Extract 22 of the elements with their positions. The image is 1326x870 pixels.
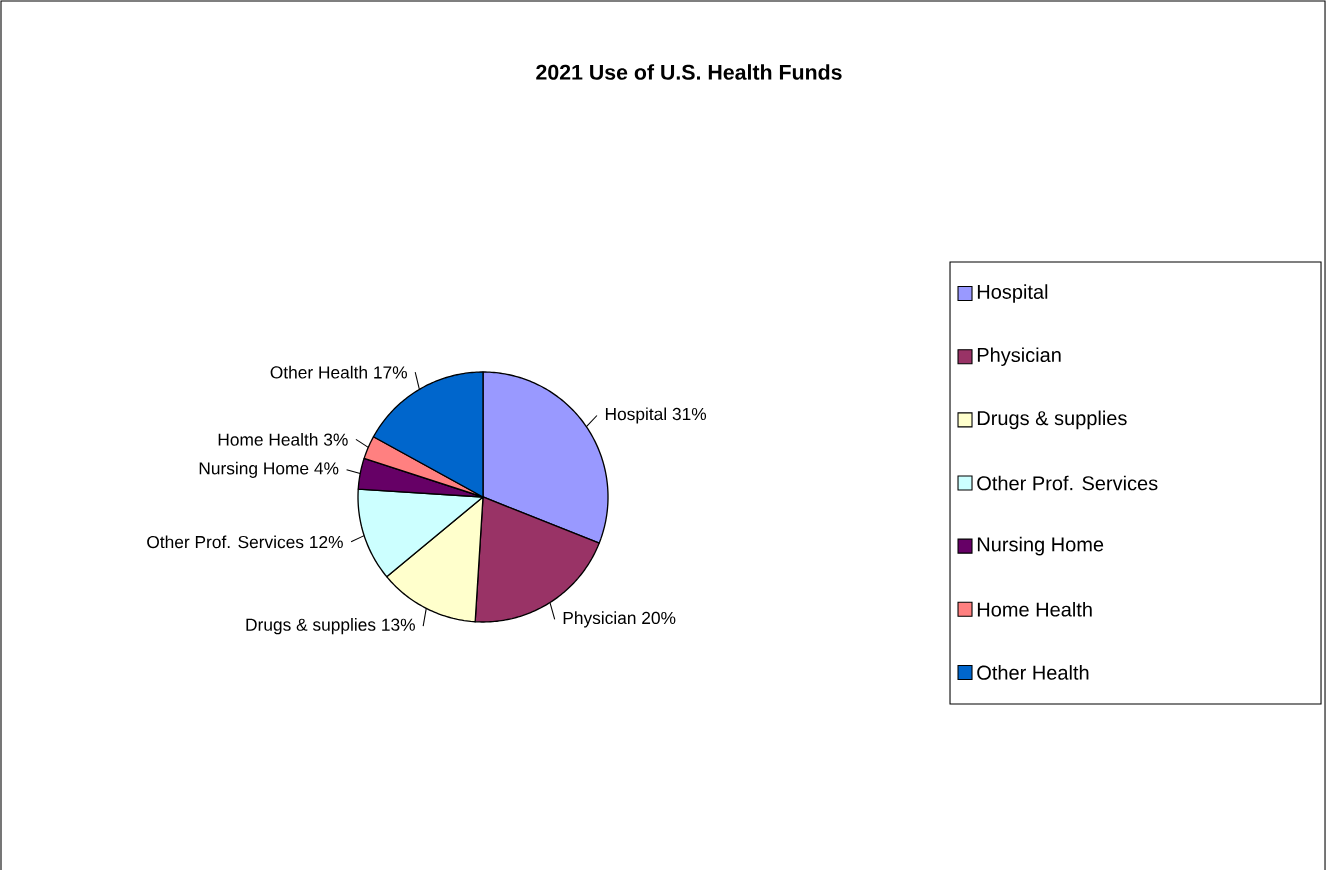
legend-label: Physician [977,347,1061,367]
slice-label: Physician [563,611,636,628]
data-label: 17% [374,366,407,379]
data-label: 13% [382,618,415,631]
slice-label: Home Health [218,433,318,446]
legend-label: Nursing Home [977,536,1104,556]
legend-label: Home Health [977,601,1092,617]
data-label: 12% [310,535,343,549]
data-label: 4% [314,462,339,475]
slice-label: Other Health [270,365,367,379]
data-label: 31% [672,407,707,421]
legend-label: Drugs & supplies [977,410,1127,430]
legend-label: Hospital [977,284,1048,303]
data-label: 3% [323,433,348,446]
data-label: 20% [642,611,676,625]
legend-label: Other Health [977,665,1089,680]
slice-label: Other Prof. Services [147,535,304,549]
slice-label: Hospital [605,407,666,424]
slice-label: Drugs & supplies [246,618,376,635]
slice-label: Nursing Home [199,461,309,478]
legend-label: Other Prof. Services [977,475,1158,491]
chart-title: 2021 Use of U.S. Health Funds [536,64,842,80]
